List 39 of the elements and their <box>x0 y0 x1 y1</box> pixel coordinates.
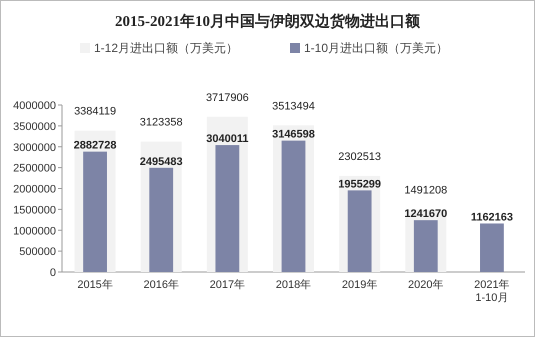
y-tick-label: 2000000 <box>13 184 56 196</box>
y-tick-label: 1500000 <box>13 204 56 216</box>
bar <box>282 140 306 272</box>
legend-label: 1-12月进出口额（万美元） <box>94 41 238 55</box>
bar <box>149 168 174 272</box>
data-label: 3146598 <box>272 128 315 141</box>
bar <box>480 223 504 272</box>
y-tick-label: 3500000 <box>13 120 56 133</box>
data-label: 2302513 <box>338 150 382 163</box>
data-label: 1491208 <box>404 184 448 197</box>
data-label: 1955299 <box>338 178 382 190</box>
data-label: 2495483 <box>140 156 183 168</box>
x-tick-label: 2017年 <box>210 279 246 291</box>
chart-title: 2015-2021年10月中国与伊朗双边货物进出口额 <box>115 12 421 30</box>
data-label: 3513494 <box>272 100 315 112</box>
y-tick-label: 500000 <box>19 246 56 258</box>
bar <box>83 152 107 272</box>
y-tick-label: 0 <box>50 267 56 279</box>
bar <box>215 145 240 272</box>
bar <box>348 190 372 272</box>
data-label: 3040011 <box>206 133 248 146</box>
bar <box>414 220 438 272</box>
y-tick-label: 1000000 <box>13 225 56 238</box>
y-tick-label: 3000000 <box>13 142 56 154</box>
data-label: 1162163 <box>470 211 514 224</box>
data-label: 2882728 <box>74 140 116 152</box>
y-tick-label: 4000000 <box>13 100 56 112</box>
data-label: 1241670 <box>404 208 448 220</box>
data-label: 3384119 <box>74 106 116 118</box>
x-tick-label: 2016年 <box>143 279 179 291</box>
data-label: 3717906 <box>206 92 249 104</box>
x-tick-label: 2015年 <box>77 279 113 291</box>
data-label: 3123358 <box>140 116 183 129</box>
y-tick-label: 2500000 <box>13 162 56 175</box>
x-tick-label: 2021年 1-10月 <box>474 279 510 304</box>
x-tick-label: 2019年 <box>342 279 378 291</box>
x-tick-label: 2018年 <box>276 279 312 291</box>
x-tick-label: 2020年 <box>408 279 444 291</box>
legend-label: 1-10月进出口额（万美元） <box>304 41 448 55</box>
